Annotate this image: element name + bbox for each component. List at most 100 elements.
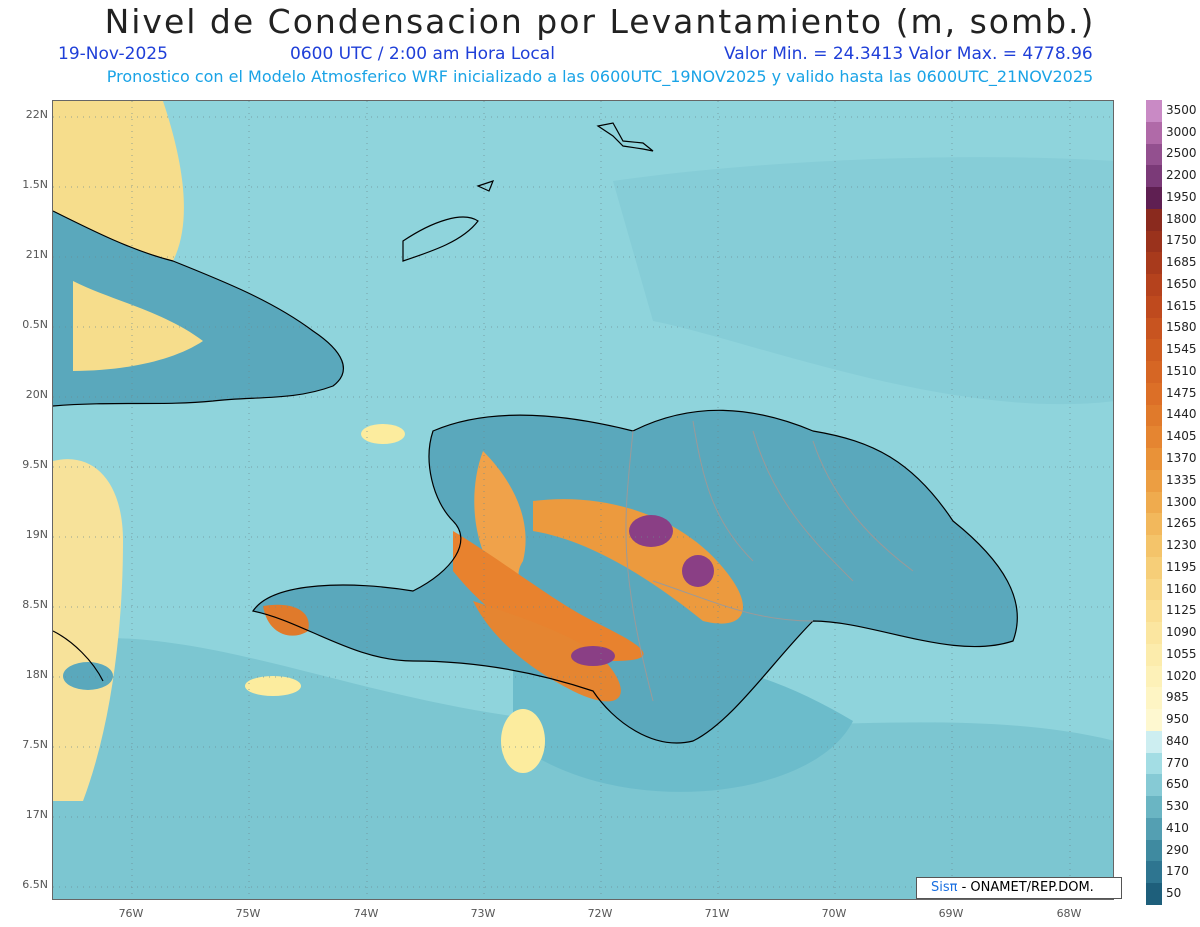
colorbar-tick-label: 1055 bbox=[1166, 646, 1197, 661]
lon-label: 72W bbox=[587, 907, 613, 920]
ocean-field-north bbox=[613, 157, 1113, 405]
colorbar-segment bbox=[1146, 796, 1162, 819]
colorbar-segment bbox=[1146, 513, 1162, 536]
lon-label: 70W bbox=[821, 907, 847, 920]
map-field bbox=[53, 101, 1113, 899]
lat-label: 6.5N bbox=[22, 878, 48, 891]
colorbar-segment bbox=[1146, 143, 1162, 166]
colorbar-segment bbox=[1146, 556, 1162, 580]
warm-zone-west bbox=[53, 459, 123, 801]
colorbar-segment bbox=[1146, 752, 1162, 775]
lat-label: 9.5N bbox=[22, 458, 48, 471]
colorbar-tick-label: 1800 bbox=[1166, 211, 1197, 226]
graticule bbox=[53, 101, 1113, 899]
colorbar-segment bbox=[1146, 165, 1162, 188]
colorbar-segment bbox=[1146, 317, 1162, 340]
lat-label: 8.5N bbox=[22, 598, 48, 611]
colorbar-tick-label: 1195 bbox=[1166, 559, 1197, 574]
colorbar-segment bbox=[1146, 187, 1162, 210]
warm-band-central bbox=[533, 499, 743, 624]
colorbar-tick-label: 1265 bbox=[1166, 516, 1197, 531]
colorbar-segment bbox=[1146, 839, 1162, 862]
colorbar-segment bbox=[1146, 883, 1162, 906]
lon-label: 76W bbox=[118, 907, 144, 920]
colorbar-tick-label: 530 bbox=[1166, 799, 1189, 814]
colorbar-tick-label: 3000 bbox=[1166, 124, 1197, 139]
lat-label: 17N bbox=[25, 808, 48, 821]
peak-cordillera bbox=[629, 515, 673, 547]
lat-label: 20N bbox=[25, 388, 48, 401]
lon-label: 74W bbox=[353, 907, 379, 920]
warm-blob-north bbox=[361, 424, 405, 444]
colorbar-tick-label: 950 bbox=[1166, 712, 1189, 727]
warm-band-haiti-north bbox=[474, 451, 613, 641]
lat-label: 22N bbox=[25, 108, 48, 121]
colorbar-tick-label: 840 bbox=[1166, 733, 1189, 748]
colorbar-tick-label: 1370 bbox=[1166, 450, 1197, 465]
forecast-time: 0600 UTC / 2:00 am Hora Local bbox=[290, 44, 555, 64]
lat-label: 1.5N bbox=[22, 178, 48, 191]
colorbar-segment bbox=[1146, 687, 1162, 710]
colorbar bbox=[1146, 100, 1162, 906]
credit-text: - ONAMET/REP.DOM. bbox=[957, 880, 1094, 895]
colorbar-tick-label: 1510 bbox=[1166, 363, 1197, 378]
colorbar-tick-label: 1545 bbox=[1166, 342, 1197, 357]
colorbar-tick-label: 1020 bbox=[1166, 668, 1197, 683]
colorbar-segment bbox=[1146, 622, 1162, 645]
colorbar-segment bbox=[1146, 861, 1162, 884]
colorbar-tick-label: 650 bbox=[1166, 777, 1189, 792]
colorbar-tick-label: 2200 bbox=[1166, 168, 1197, 183]
colorbar-segment bbox=[1146, 448, 1162, 471]
coastlines bbox=[53, 122, 1018, 744]
colorbar-segment bbox=[1146, 774, 1162, 797]
colorbar-tick-label: 985 bbox=[1166, 690, 1189, 705]
colorbar-tick-label: 1125 bbox=[1166, 603, 1197, 618]
lat-label: 18N bbox=[25, 668, 48, 681]
lon-label: 73W bbox=[470, 907, 496, 920]
colorbar-tick-label: 1685 bbox=[1166, 255, 1197, 270]
colorbar-segment bbox=[1146, 274, 1162, 297]
colorbar-tick-label: 170 bbox=[1166, 864, 1189, 879]
colorbar-tick-label: 1650 bbox=[1166, 276, 1197, 291]
colorbar-segment bbox=[1146, 469, 1162, 493]
land-islet bbox=[63, 662, 113, 690]
lon-label: 75W bbox=[235, 907, 261, 920]
colorbar-tick-label: 1950 bbox=[1166, 189, 1197, 204]
lat-label: 19N bbox=[25, 528, 48, 541]
colorbar-tick-label: 1475 bbox=[1166, 385, 1197, 400]
warm-blob-sea bbox=[501, 709, 545, 773]
forecast-date: 19-Nov-2025 bbox=[58, 44, 168, 64]
colorbar-segment bbox=[1146, 730, 1162, 754]
credit-brand: Sisπ bbox=[931, 880, 958, 895]
colorbar-segment bbox=[1146, 382, 1162, 406]
warm-spot-tip bbox=[263, 604, 309, 636]
colorbar-segment bbox=[1146, 426, 1162, 449]
peak-south bbox=[571, 646, 615, 666]
warm-band-haiti-south bbox=[453, 531, 644, 661]
colorbar-segment bbox=[1146, 252, 1162, 275]
colorbar-segment bbox=[1146, 100, 1162, 123]
colorbar-segment bbox=[1146, 709, 1162, 732]
colorbar-segment bbox=[1146, 404, 1162, 427]
colorbar-segment bbox=[1146, 230, 1162, 253]
colorbar-segment bbox=[1146, 665, 1162, 688]
colorbar-segment bbox=[1146, 208, 1162, 232]
colorbar-tick-label: 1750 bbox=[1166, 233, 1197, 248]
colorbar-tick-label: 1335 bbox=[1166, 472, 1197, 487]
map-panel bbox=[52, 100, 1114, 900]
colorbar-segment bbox=[1146, 643, 1162, 667]
colorbar-segment bbox=[1146, 339, 1162, 362]
warm-blob-southwest bbox=[245, 676, 301, 696]
warm-zone-cuba-interior bbox=[73, 281, 203, 371]
colorbar-segment bbox=[1146, 361, 1162, 384]
colorbar-tick-label: 1230 bbox=[1166, 538, 1197, 552]
colorbar-tick-label: 1160 bbox=[1166, 581, 1197, 596]
colorbar-tick-label: 1405 bbox=[1166, 429, 1197, 444]
colorbar-tick-label: 770 bbox=[1166, 755, 1189, 770]
colorbar-tick-label: 1440 bbox=[1166, 407, 1197, 422]
credit-box: Sisπ - ONAMET/REP.DOM. bbox=[916, 877, 1122, 899]
colorbar-segment bbox=[1146, 817, 1162, 841]
peak-central bbox=[682, 555, 714, 587]
lat-label: 21N bbox=[25, 248, 48, 261]
lon-label: 71W bbox=[704, 907, 730, 920]
